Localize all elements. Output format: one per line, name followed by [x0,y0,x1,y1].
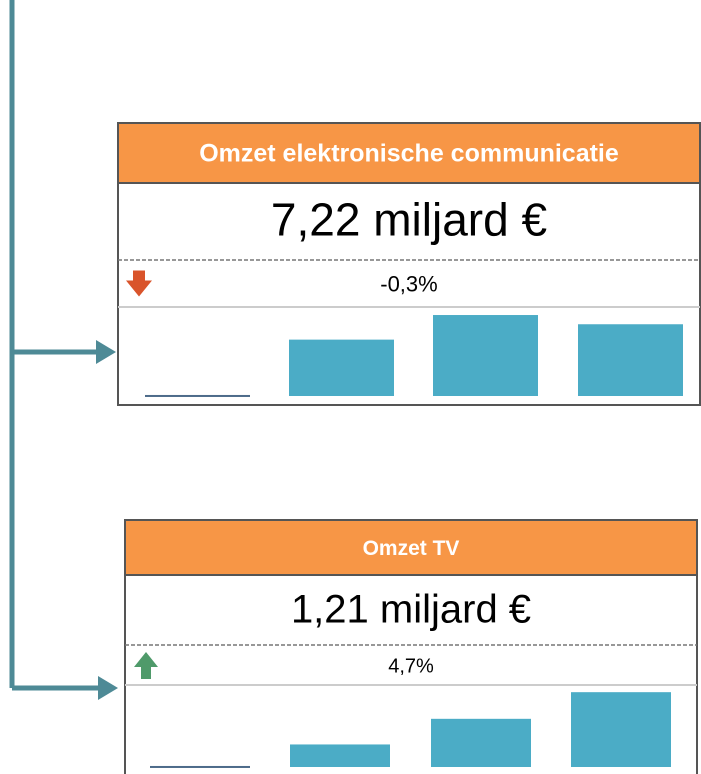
bar [145,394,250,397]
card-title: Omzet TV [363,537,460,560]
connector [9,0,100,691]
bar [578,324,683,396]
card-header [117,122,701,184]
card-value: 1,21 miljard € [291,588,531,632]
trend-arrow-up [134,652,158,679]
bar [571,692,671,767]
bar [431,718,531,767]
card-title: Omzet elektronische communicatie [199,140,619,168]
card-header [124,519,698,576]
bar [290,744,390,767]
bar [289,339,394,396]
bar [150,765,250,768]
kpi-card: Omzet TV 1,21 miljard € 4,7% [124,519,698,774]
bar [433,315,538,396]
arrow-head [98,676,118,700]
kpi-card: Omzet elektronische communicatie 7,22 mil… [117,122,701,406]
card-change: 4,7% [388,655,434,677]
trend-arrow-down [126,270,152,297]
card-change: -0,3% [380,271,437,296]
arrow-head [96,340,116,364]
card-value: 7,22 miljard € [271,194,547,246]
